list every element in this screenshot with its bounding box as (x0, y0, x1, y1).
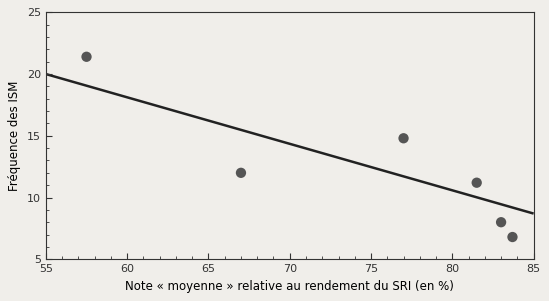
Point (497, 220, 506, 225)
Point (82, 54, 91, 59)
Point (237, 170, 245, 175)
Point (508, 234, 517, 239)
X-axis label: Note « moyenne » relative au rendement du SRI (en %): Note « moyenne » relative au rendement d… (125, 280, 454, 293)
Point (472, 180, 481, 185)
Y-axis label: Fréquence des ISM: Fréquence des ISM (8, 81, 21, 191)
Point (399, 136, 408, 141)
